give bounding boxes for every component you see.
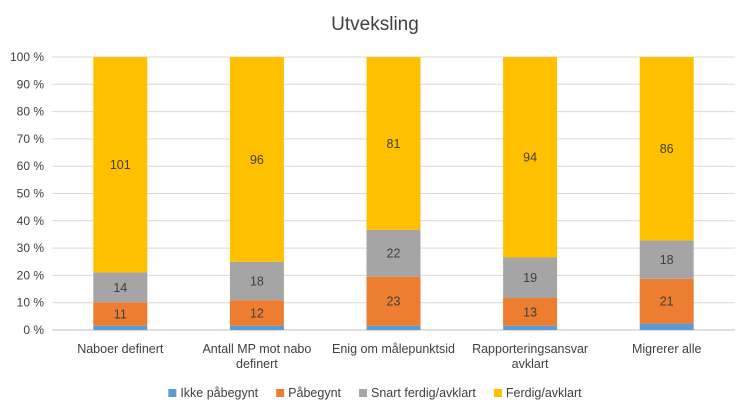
data-label: 12 — [250, 306, 264, 320]
bar-segment — [229, 57, 284, 262]
bar-segment — [229, 300, 284, 326]
bar-segment — [639, 240, 694, 279]
y-axis-tick-labels: 0 % 10 % 20 % 30 % 40 % 50 % 60 % 70 % 80 % 90 % 1… — [10, 50, 44, 337]
bar-segment — [366, 276, 421, 326]
bar-segment — [229, 325, 284, 330]
legend-label: Påbegynt — [288, 386, 341, 400]
bar-segment — [93, 302, 148, 326]
y-tick-label: 50 % — [17, 187, 45, 201]
bar-segment — [503, 298, 558, 326]
y-tick-label: 60 % — [17, 159, 45, 173]
x-axis-category-labels: Naboer definert Antall MP mot nabo definer… — [77, 342, 701, 371]
legend: Ikke påbegynt Påbegynt Snart ferdig/avklar… — [168, 386, 582, 400]
data-label: 22 — [387, 247, 401, 261]
data-label: 18 — [250, 274, 264, 288]
data-label: 21 — [660, 295, 674, 309]
y-tick-label: 20 % — [17, 268, 45, 282]
data-label: 86 — [660, 142, 674, 156]
bar-segment — [503, 325, 558, 330]
bar-segment — [93, 57, 148, 273]
legend-label: Ferdig/avklart — [506, 386, 582, 400]
legend-swatch — [276, 389, 285, 397]
bar-segment — [639, 323, 694, 330]
x-category-label: Antall MP mot nabo definert — [202, 342, 311, 371]
y-tick-label: 80 % — [17, 105, 45, 119]
bar-segment — [639, 57, 694, 241]
data-label: 14 — [113, 281, 127, 295]
legend-label: Ikke påbegynt — [180, 386, 258, 400]
data-label: 81 — [387, 137, 401, 151]
data-labels: 11 14 101 12 18 96 23 22 81 13 19 94 21 18 86 — [110, 137, 674, 322]
bar-segment — [366, 229, 421, 277]
bars — [93, 57, 694, 330]
chart-title: Utveksling — [331, 14, 419, 35]
data-label: 19 — [523, 271, 537, 285]
x-category-label: Migrerer alle — [632, 342, 702, 356]
y-tick-label: 100 % — [10, 50, 44, 64]
bar-segment — [503, 257, 558, 299]
legend-swatch — [359, 389, 368, 397]
bar-segment — [503, 57, 558, 258]
legend-swatch — [168, 389, 177, 397]
data-label: 13 — [523, 305, 537, 319]
y-tick-label: 0 % — [23, 323, 44, 337]
x-category-label: Rapporteringsansvar avklart — [472, 342, 588, 371]
y-tick-label: 30 % — [17, 241, 45, 255]
legend-label: Snart ferdig/avklart — [371, 386, 476, 400]
x-category-label: Naboer definert — [77, 342, 164, 356]
x-category-label: Enig om målepunktsid — [332, 342, 455, 356]
bar-segment — [93, 272, 148, 303]
bar-segment — [639, 278, 694, 324]
bar-segment — [93, 325, 148, 330]
bar-segment — [366, 57, 421, 230]
bar-segment — [229, 261, 284, 301]
y-tick-label: 40 % — [17, 214, 45, 228]
data-label: 96 — [250, 153, 264, 167]
data-label: 101 — [110, 158, 131, 172]
data-label: 11 — [114, 308, 127, 322]
y-tick-label: 90 % — [17, 77, 45, 91]
data-label: 94 — [523, 151, 537, 165]
y-tick-label: 10 % — [17, 296, 45, 310]
legend-swatch — [493, 389, 502, 397]
data-label: 18 — [660, 253, 674, 267]
bar-segment — [366, 325, 421, 330]
y-tick-label: 70 % — [17, 132, 45, 146]
data-label: 23 — [387, 295, 401, 309]
